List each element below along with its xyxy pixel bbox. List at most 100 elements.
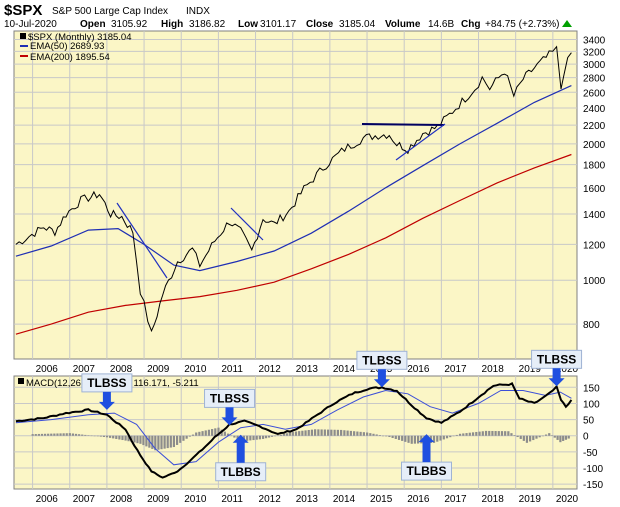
price-x-tick-label: 2019 xyxy=(519,364,542,375)
price-y-tick-label: 1400 xyxy=(583,210,606,221)
price-y-tick-label: 3000 xyxy=(583,60,606,71)
macd-histogram-bar xyxy=(34,434,37,436)
price-x-tick-label: 2014 xyxy=(333,364,356,375)
macd-histogram-bar xyxy=(31,434,34,436)
macd-histogram-bar xyxy=(166,435,169,449)
annotation-tlbbs: TLBBS xyxy=(400,434,452,481)
legend-ema200-swatch xyxy=(20,55,28,57)
macd-histogram-bar xyxy=(553,435,556,438)
macd-histogram-bar xyxy=(270,435,274,437)
macd-histogram-bar xyxy=(404,435,407,442)
macd-histogram-bar xyxy=(282,433,285,436)
price-x-tick-label: 2018 xyxy=(482,364,505,375)
macd-y-tick-label: -150 xyxy=(583,480,603,491)
macd-histogram-bar xyxy=(394,435,397,439)
macd-histogram-bar xyxy=(93,435,96,437)
macd-histogram-bar xyxy=(439,435,442,441)
macd-y-tick-label: 0 xyxy=(583,432,589,443)
macd-histogram-bar xyxy=(188,435,191,437)
macd-histogram-bar xyxy=(529,435,532,442)
macd-histogram-bar xyxy=(112,435,115,439)
price-x-tick-label: 2006 xyxy=(36,364,59,375)
annotation-arrow-icon xyxy=(232,434,249,463)
macd-histogram-bar xyxy=(175,435,179,445)
legend-price: $SPX (Monthly) 3185.04 xyxy=(28,32,132,43)
annotation-label: TLBSS xyxy=(87,376,126,390)
price-x-tick-label: 2013 xyxy=(296,364,319,375)
macd-x-tick-label: 2020 xyxy=(556,494,579,505)
price-y-tick-label: 1800 xyxy=(583,161,606,172)
price-panel-background xyxy=(13,30,578,360)
macd-histogram-bar xyxy=(124,435,127,441)
annotation-tlbbs: TLBBS xyxy=(215,434,267,482)
macd-histogram-bar xyxy=(314,429,317,436)
macd-histogram-bar xyxy=(185,435,188,439)
macd-histogram-bar xyxy=(330,429,333,436)
annotation-arrow-icon xyxy=(373,369,390,388)
macd-histogram-bar xyxy=(436,435,439,442)
legend-price-swatch xyxy=(20,33,26,39)
macd-x-tick-label: 2019 xyxy=(519,494,542,505)
price-y-tick-label: 2400 xyxy=(583,104,606,115)
price-y-tick-label: 1000 xyxy=(583,276,606,287)
macd-y-tick-label: 100 xyxy=(583,399,600,410)
macd-histogram-bar xyxy=(264,435,268,439)
macd-line xyxy=(15,382,573,479)
macd-x-tick-label: 2011 xyxy=(221,494,243,505)
annotation-label: TLBBS xyxy=(406,464,446,478)
annotation-arrow-icon xyxy=(98,391,115,410)
macd-histogram-bar xyxy=(349,430,352,436)
macd-histogram-bar xyxy=(78,434,81,436)
macd-histogram-bar xyxy=(99,435,102,437)
macd-histogram-bar xyxy=(388,435,391,438)
macd-histogram-bar xyxy=(375,434,378,436)
macd-histogram-bar xyxy=(273,435,277,437)
macd-histogram-bar xyxy=(513,435,516,436)
macd-x-tick-label: 2006 xyxy=(36,494,59,505)
macd-histogram-bar xyxy=(195,432,198,436)
annotation-label: TLBSS xyxy=(362,353,401,367)
macd-histogram-bar xyxy=(145,435,148,447)
macd-histogram-bar xyxy=(532,435,535,441)
price-x-tick-label: 2012 xyxy=(259,364,282,375)
legend-ema200: EMA(200) 1895.54 xyxy=(30,52,110,63)
price-y-tick-label: 2600 xyxy=(583,88,606,99)
macd-histogram-bar xyxy=(246,435,249,441)
macd-histogram-bar xyxy=(298,431,301,436)
annotation-arrow-icon xyxy=(221,407,238,426)
macd-histogram-bar xyxy=(151,435,154,449)
macd-histogram-bar xyxy=(564,435,568,440)
macd-histogram-bar xyxy=(369,433,372,436)
annotation-label: TLBSS xyxy=(210,391,249,405)
macd-x-tick-label: 2012 xyxy=(259,494,282,505)
quote-date: 10-Jul-2020 xyxy=(4,19,57,30)
macd-histogram-bar xyxy=(211,429,214,436)
macd-histogram-bar xyxy=(372,433,375,436)
macd-histogram-bar xyxy=(559,435,562,443)
quote-close: 3185.04 xyxy=(339,19,376,30)
price-x-tick-label: 2010 xyxy=(184,364,207,375)
annotations: TLBSS TLBSS TLBBS TLBSS TLBBS TLBSS xyxy=(81,349,583,482)
macd-histogram-bar xyxy=(468,432,471,436)
macd-histogram-bar xyxy=(562,435,565,441)
annotation-box xyxy=(204,388,256,408)
macd-histogram-bar xyxy=(198,431,201,436)
macd-histogram-bar xyxy=(160,435,163,450)
macd-histogram-bar xyxy=(478,431,481,436)
annotation-label: TLBBS xyxy=(221,465,261,479)
macd-histogram-bar xyxy=(118,435,121,440)
macd-histogram-bar xyxy=(353,431,356,436)
macd-histogram-bar xyxy=(401,435,404,441)
macd-histogram-bar xyxy=(567,435,570,439)
macd-histogram-bar xyxy=(458,433,462,436)
quote-high-label: High xyxy=(161,19,183,30)
chart-exchange: INDX xyxy=(186,6,210,17)
macd-x-tick-label: 2013 xyxy=(296,494,319,505)
quote-chg: +84.75 (+2.73%) xyxy=(485,19,560,30)
macd-histogram-bar xyxy=(182,435,185,441)
macd-histogram-bar xyxy=(223,431,226,436)
macd-histogram-bar xyxy=(230,435,233,437)
macd-histogram-bar xyxy=(507,431,510,436)
price-grid xyxy=(14,31,577,359)
macd-histogram-bar xyxy=(37,433,40,436)
